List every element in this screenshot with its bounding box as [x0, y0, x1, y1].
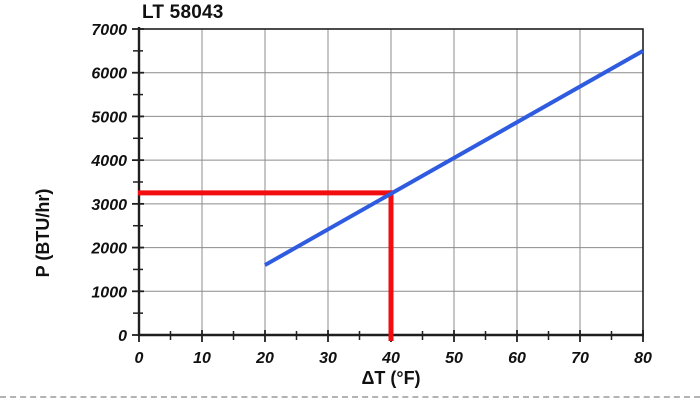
svg-text:70: 70	[571, 350, 589, 367]
svg-text:10: 10	[193, 350, 211, 367]
tick-marks	[132, 28, 644, 342]
svg-text:60: 60	[508, 350, 526, 367]
svg-text:3000: 3000	[91, 197, 127, 214]
svg-text:4000: 4000	[90, 153, 127, 170]
reading-crosshair	[138, 190, 394, 341]
svg-text:7000: 7000	[91, 22, 127, 39]
chart-title: LT 58043	[142, 2, 224, 23]
svg-text:2000: 2000	[90, 241, 127, 258]
y-axis-label: P (BTU/hr)	[33, 188, 53, 278]
heat-output-line	[264, 49, 644, 267]
x-axis-label: ΔT (°F)	[361, 368, 421, 388]
tick-labels: 0 10 20 30 40 50 60 70 80 0 1000 2000 3000 4000 5000 60…	[90, 22, 652, 367]
svg-text:30: 30	[319, 350, 337, 367]
svg-text:20: 20	[255, 350, 274, 367]
svg-text:0: 0	[135, 350, 144, 367]
svg-text:80: 80	[634, 350, 652, 367]
svg-text:0: 0	[118, 328, 127, 345]
svg-text:50: 50	[445, 350, 463, 367]
svg-text:5000: 5000	[91, 109, 127, 126]
bottom-divider	[0, 396, 700, 398]
svg-text:1000: 1000	[91, 284, 127, 301]
svg-text:40: 40	[381, 350, 400, 367]
svg-text:6000: 6000	[91, 66, 127, 83]
